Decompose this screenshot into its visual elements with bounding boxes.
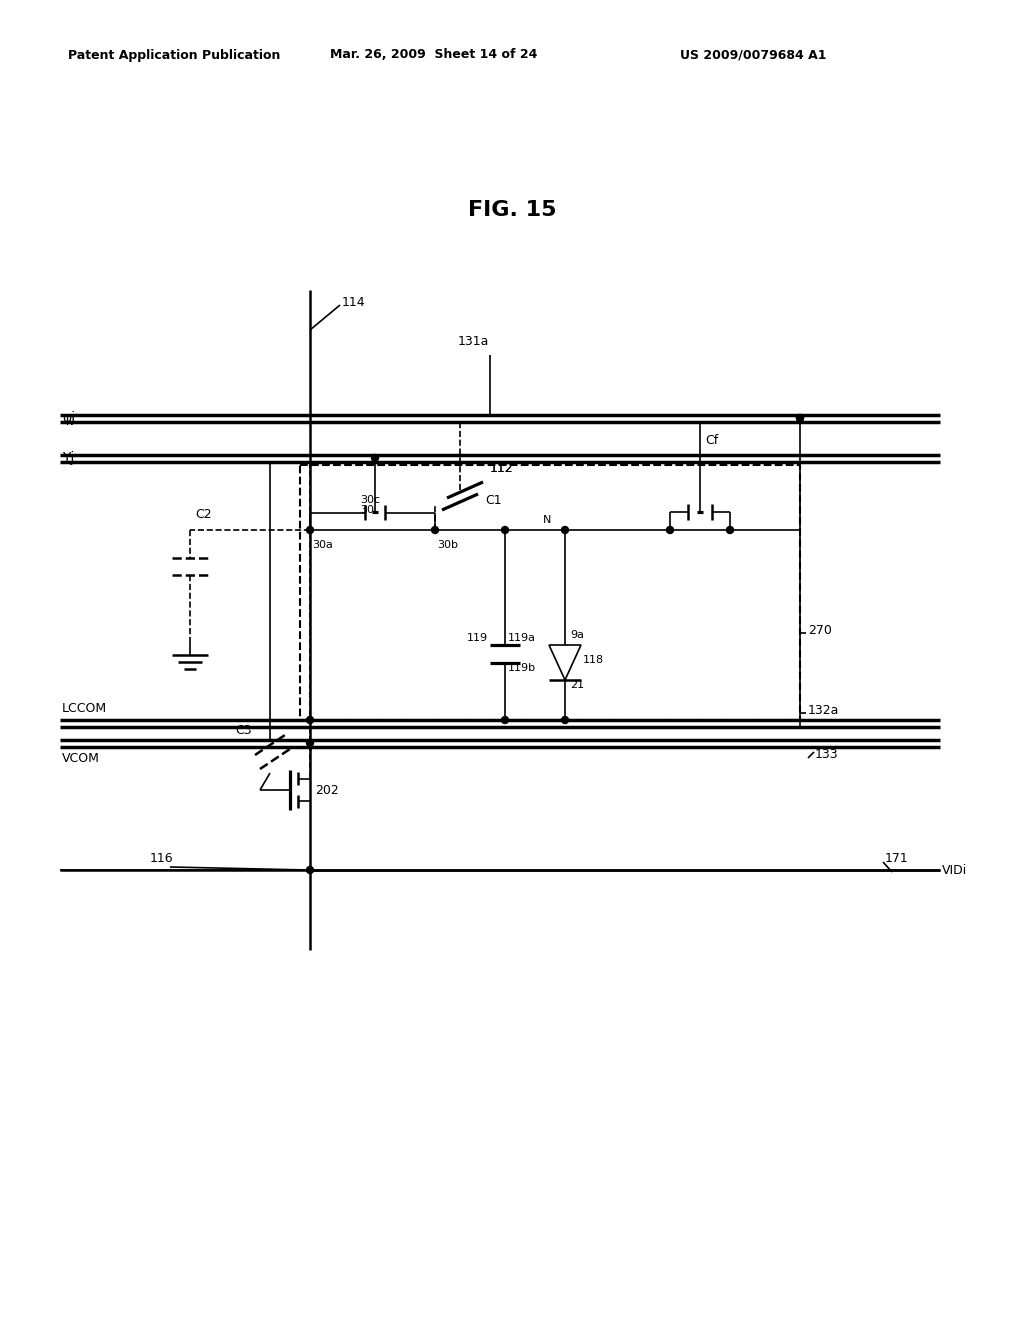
Circle shape [306, 527, 313, 533]
Text: 30b: 30b [437, 540, 458, 550]
Text: Yj: Yj [62, 451, 75, 465]
Circle shape [502, 527, 509, 533]
Circle shape [797, 414, 804, 421]
Text: 119: 119 [467, 634, 488, 643]
Circle shape [726, 527, 733, 533]
Text: 119b: 119b [508, 663, 537, 673]
Circle shape [561, 527, 568, 533]
Text: N: N [543, 515, 551, 525]
Text: 131a: 131a [458, 335, 489, 348]
Text: LCCOM: LCCOM [62, 702, 108, 715]
Circle shape [502, 717, 509, 723]
Text: 132a: 132a [808, 704, 840, 717]
Text: FIG. 15: FIG. 15 [468, 201, 556, 220]
Text: Cf: Cf [705, 433, 718, 446]
Text: 30a: 30a [312, 540, 333, 550]
Text: C1: C1 [485, 494, 502, 507]
Text: 30c: 30c [360, 495, 380, 506]
Text: US 2009/0079684 A1: US 2009/0079684 A1 [680, 49, 826, 62]
Text: C3: C3 [234, 723, 252, 737]
Text: 270: 270 [808, 623, 831, 636]
Text: 202: 202 [315, 784, 339, 796]
Circle shape [797, 414, 804, 421]
Circle shape [372, 454, 379, 462]
Text: Patent Application Publication: Patent Application Publication [68, 49, 281, 62]
Text: Mar. 26, 2009  Sheet 14 of 24: Mar. 26, 2009 Sheet 14 of 24 [330, 49, 538, 62]
Text: VCOM: VCOM [62, 752, 100, 766]
Text: 9a: 9a [570, 630, 584, 640]
Bar [300, 465, 800, 719]
Circle shape [306, 717, 313, 723]
Text: C2: C2 [195, 508, 212, 521]
Circle shape [431, 527, 438, 533]
Text: φj: φj [62, 411, 75, 425]
Text: 114: 114 [342, 296, 366, 309]
Circle shape [306, 739, 313, 747]
Text: 119a: 119a [508, 634, 536, 643]
Text: 112: 112 [490, 462, 514, 474]
Text: 30: 30 [360, 506, 374, 515]
Text: 21: 21 [570, 680, 584, 690]
Text: 116: 116 [150, 851, 174, 865]
Circle shape [667, 527, 674, 533]
Text: 118: 118 [583, 655, 604, 665]
Text: VIDi: VIDi [942, 863, 968, 876]
Text: 133: 133 [815, 748, 839, 762]
Text: 171: 171 [885, 851, 908, 865]
Circle shape [306, 866, 313, 874]
Circle shape [561, 717, 568, 723]
Text: 112: 112 [490, 462, 514, 474]
